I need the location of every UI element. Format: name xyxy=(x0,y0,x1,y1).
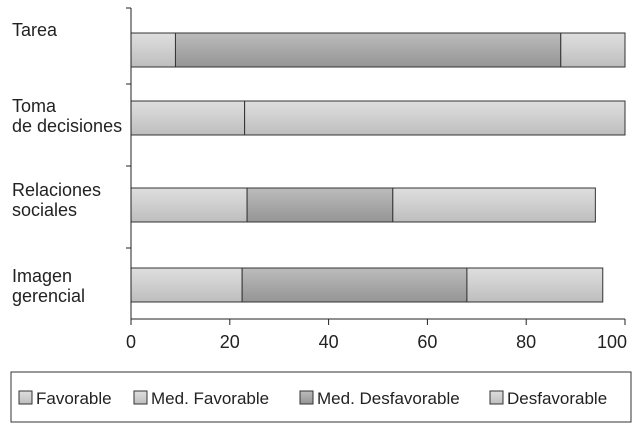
x-tick-label-100: 100 xyxy=(597,332,627,352)
bar-segment-relaciones-sociales-med-desfavorable xyxy=(246,187,394,223)
bar-segment-imagen-gerencial-med-favorable xyxy=(130,267,243,303)
x-tick-label-0: 0 xyxy=(126,332,136,352)
bar-segment-tarea-favorable xyxy=(130,32,176,68)
bars-layer xyxy=(130,32,626,303)
legend-swatch-favorable xyxy=(18,390,33,405)
bar-segment-relaciones-sociales-desfavorable xyxy=(392,187,596,223)
x-tick-label-60: 60 xyxy=(417,332,437,352)
category-label-toma-de-decisiones: Toma de decisiones xyxy=(12,96,122,136)
legend-swatch-desfavorable xyxy=(489,390,504,405)
x-tick-label-20: 20 xyxy=(220,332,240,352)
category-labels: Tarea Toma de decisiones Relaciones sociales… xyxy=(12,20,122,306)
bar-segment-imagen-gerencial-med-desfavorable xyxy=(241,267,468,303)
category-label-relaciones-sociales: Relaciones sociales xyxy=(12,180,101,220)
bar-segment-toma-de-decisiones-desfavorable xyxy=(244,100,626,136)
x-tick-label-80: 80 xyxy=(516,332,536,352)
legend: Favorable Med. Favorable Med. Desfavorable… xyxy=(10,371,632,423)
legend-label-med-favorable: Med. Favorable xyxy=(151,389,269,408)
legend-swatch-med-favorable xyxy=(133,390,148,405)
legend-swatch-med-desfavorable xyxy=(299,390,314,405)
bar-segment-tarea-desfavorable xyxy=(560,32,626,68)
category-label-tarea: Tarea xyxy=(12,20,58,40)
bar-segment-relaciones-sociales-med-favorable xyxy=(130,187,248,223)
legend-label-med-desfavorable: Med. Desfavorable xyxy=(317,389,460,408)
bar-segment-imagen-gerencial-desfavorable xyxy=(466,267,604,303)
bar-segment-toma-de-decisiones-med-favorable xyxy=(130,100,246,136)
legend-label-desfavorable: Desfavorable xyxy=(507,389,607,408)
bar-segment-tarea-med-desfavorable xyxy=(174,32,562,68)
axes: 0 20 40 60 80 100 xyxy=(126,7,627,352)
legend-label-favorable: Favorable xyxy=(36,389,112,408)
legend-box xyxy=(10,371,632,423)
category-label-imagen-gerencial: Imagen gerencial xyxy=(12,266,85,306)
x-tick-label-40: 40 xyxy=(319,332,339,352)
